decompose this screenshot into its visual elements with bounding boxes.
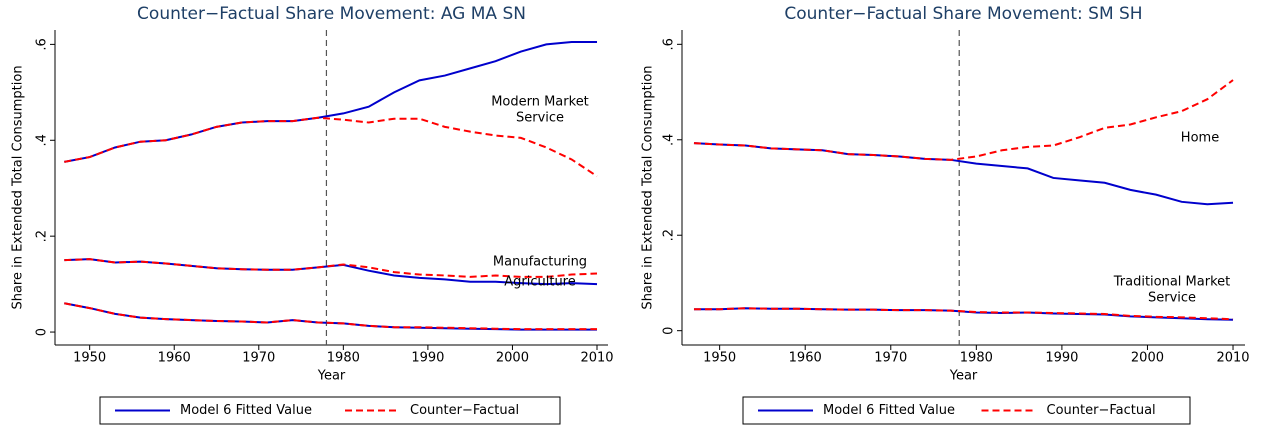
sector-label: Modern Market [491,95,589,110]
x-tick-label: 1950 [73,351,106,366]
x-tick-label: 1960 [158,351,191,366]
x-tick-label: 2010 [580,351,613,366]
sector-label: Traditional Market [1113,275,1231,290]
series-line [693,307,1234,321]
y-tick-label: .2 [35,230,50,242]
chart-title: Counter−Factual Share Movement: AG MA SN [137,4,526,24]
y-tick-label: 0 [35,328,50,336]
x-tick-label: 1960 [789,351,822,366]
y-tick-label: .6 [35,38,50,50]
y-tick-label: .4 [662,134,677,146]
legend-box [99,396,561,425]
series-line [64,302,598,331]
series-line [693,142,1234,206]
y-axis-label: Share in Extended Total Consumption [641,65,656,309]
x-axis-label: Year [317,369,346,384]
x-tick-label: 2000 [496,351,529,366]
chart-title: Counter−Factual Share Movement: SM SH [784,4,1142,24]
x-tick-label: 1970 [242,351,275,366]
x-tick-label: 1980 [327,351,360,366]
series-line [64,258,598,278]
sector-label: Manufacturing [493,255,587,270]
x-tick-label: 2010 [1216,351,1249,366]
sector-label: Agriculture [504,275,576,290]
legend-label: Model 6 Fitted Value [180,403,312,418]
y-axis-label: Share in Extended Total Consumption [11,65,26,309]
sector-label: Service [1148,291,1196,306]
series-line [64,116,598,178]
legend-label: Counter−Factual [1047,403,1156,418]
y-tick-label: .4 [35,134,50,146]
series-line [693,307,1234,321]
x-axis-label: Year [949,369,978,384]
x-tick-label: 2000 [1131,351,1164,366]
y-tick-label: 0 [662,327,677,335]
y-tick-label: .6 [662,38,677,50]
legend-label: Counter−Factual [410,403,519,418]
y-tick-label: .2 [662,229,677,241]
x-tick-label: 1980 [960,351,993,366]
x-tick-label: 1990 [1045,351,1078,366]
legend-box [742,396,1191,425]
series-line [64,302,598,331]
x-tick-label: 1970 [874,351,907,366]
sector-label: Service [516,111,564,126]
series-line [693,79,1234,161]
x-tick-label: 1990 [411,351,444,366]
sector-label: Home [1181,131,1219,146]
legend-label: Model 6 Fitted Value [823,403,955,418]
x-tick-label: 1950 [703,351,736,366]
